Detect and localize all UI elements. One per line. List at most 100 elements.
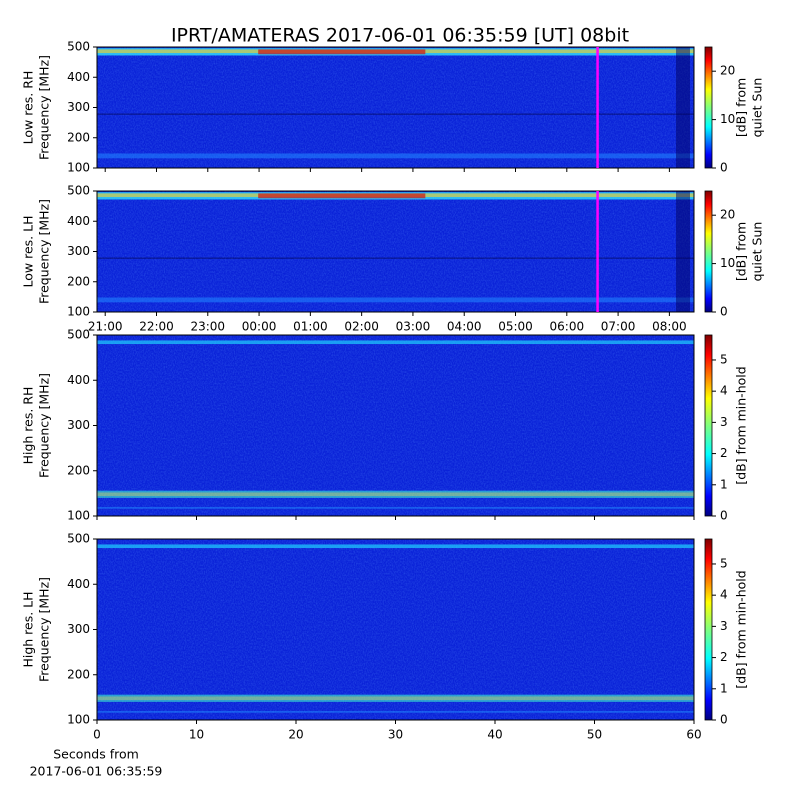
y-axis-label: Frequency [MHz] [37, 373, 52, 478]
y-tick-label: 200 [67, 667, 90, 681]
x-tick-label: 20 [288, 728, 303, 742]
x-tick-label: 30 [388, 728, 403, 742]
spectrogram-band [97, 544, 694, 549]
x-axis-label: Seconds from [53, 747, 139, 762]
y-tick-label: 200 [67, 274, 90, 288]
y-tick-label: 200 [67, 130, 90, 144]
y-tick-label: 300 [67, 100, 90, 114]
x-tick-label: 01:00 [293, 320, 328, 334]
x-tick-label: 50 [587, 728, 602, 742]
colorbar-tick-label: 20 [720, 208, 735, 222]
x-tick-label: 02:00 [344, 320, 379, 334]
colorbar-tick-label: 1 [720, 477, 728, 491]
colorbar-tick-label: 0 [720, 713, 728, 727]
spectrogram-band [97, 694, 694, 702]
colorbar-tick-label: 20 [720, 64, 735, 78]
spectrogram-band [258, 49, 426, 55]
x-tick-label: 00:00 [242, 320, 277, 334]
x-tick-label: 06:00 [550, 320, 585, 334]
colorbar-tick-label: 2 [720, 650, 728, 664]
y-axis-label: Low res. LH [21, 216, 36, 288]
colorbar [704, 334, 713, 517]
y-tick-label: 300 [67, 418, 90, 432]
x-tick-label: 40 [487, 728, 502, 742]
colorbar-label: quiet Sun [750, 222, 765, 282]
x-tick-label: 60 [686, 728, 701, 742]
colorbar-tick-label: 4 [720, 384, 728, 398]
x-tick-label: 07:00 [601, 320, 636, 334]
y-axis-label: Frequency [MHz] [37, 577, 52, 682]
x-tick-label: 0 [93, 728, 101, 742]
colorbar-tick-label: 10 [720, 256, 735, 270]
colorbar-tick-label: 0 [720, 305, 728, 319]
y-tick-label: 100 [67, 305, 90, 319]
spectrogram-band [676, 191, 690, 312]
x-tick-label: 22:00 [139, 320, 174, 334]
y-tick-label: 400 [67, 214, 90, 228]
colorbar-tick-label: 3 [720, 619, 728, 633]
x-tick-label: 04:00 [447, 320, 482, 334]
x-tick-label: 23:00 [190, 320, 225, 334]
colorbar-tick-label: 0 [720, 509, 728, 523]
colorbar-label: [dB] from min-hold [734, 570, 749, 688]
spectrogram-band [258, 193, 426, 199]
y-tick-label: 500 [67, 532, 90, 546]
spectrogram-band [97, 506, 694, 509]
x-axis-label: 2017-06-01 06:35:59 [30, 764, 163, 779]
y-tick-label: 300 [67, 622, 90, 636]
spectrogram-band [676, 47, 690, 168]
figure-title: IPRT/AMATERAS 2017-06-01 06:35:59 [UT] 0… [171, 25, 629, 47]
spectrogram-band [97, 153, 694, 159]
colorbar [704, 190, 713, 313]
y-tick-label: 400 [67, 70, 90, 84]
spectrogram-band [97, 710, 694, 713]
spectrogram-noise [97, 539, 694, 720]
y-tick-label: 500 [67, 40, 90, 54]
y-tick-label: 100 [67, 161, 90, 175]
x-tick-label: 10 [189, 728, 204, 742]
x-tick-label: 08:00 [652, 320, 687, 334]
colorbar-tick-label: 5 [720, 556, 728, 570]
y-axis-label: Frequency [MHz] [37, 55, 52, 160]
colorbar-label: [dB] from min-hold [734, 366, 749, 484]
spectrogram-noise [97, 47, 694, 168]
colorbar-label: quiet Sun [750, 78, 765, 138]
spectrogram-band [97, 492, 694, 497]
spectrogram-band [97, 297, 694, 303]
y-tick-label: 200 [67, 463, 90, 477]
colorbar-label: [dB] from [734, 222, 749, 281]
colorbar-label: [dB] from [734, 78, 749, 137]
y-tick-label: 500 [67, 328, 90, 342]
y-axis-label: High res. RH [21, 387, 36, 465]
y-tick-label: 500 [67, 184, 90, 198]
spectrogram-band [97, 257, 694, 259]
y-axis-label: Frequency [MHz] [37, 199, 52, 304]
colorbar [704, 538, 713, 721]
y-tick-label: 100 [67, 509, 90, 523]
y-tick-label: 300 [67, 244, 90, 258]
colorbar-tick-label: 0 [720, 161, 728, 175]
y-tick-label: 400 [67, 373, 90, 387]
colorbar-tick-label: 3 [720, 415, 728, 429]
x-tick-label: 21:00 [88, 320, 123, 334]
spectrogram-noise [97, 191, 694, 312]
spectrogram-band [97, 340, 694, 345]
colorbar-tick-label: 4 [720, 588, 728, 602]
spectrogram-band [97, 696, 694, 701]
colorbar-tick-label: 2 [720, 446, 728, 460]
y-axis-label: Low res. RH [21, 71, 36, 145]
colorbar-tick-label: 10 [720, 112, 735, 126]
x-tick-label: 03:00 [396, 320, 431, 334]
spectrogram-band [97, 490, 694, 498]
y-axis-label: High res. LH [21, 591, 36, 667]
colorbar [704, 46, 713, 169]
colorbar-tick-label: 5 [720, 352, 728, 366]
spectrogram-band [97, 113, 694, 115]
colorbar-tick-label: 1 [720, 681, 728, 695]
y-tick-label: 400 [67, 577, 90, 591]
y-tick-label: 100 [67, 713, 90, 727]
spectrogram-noise [97, 335, 694, 516]
